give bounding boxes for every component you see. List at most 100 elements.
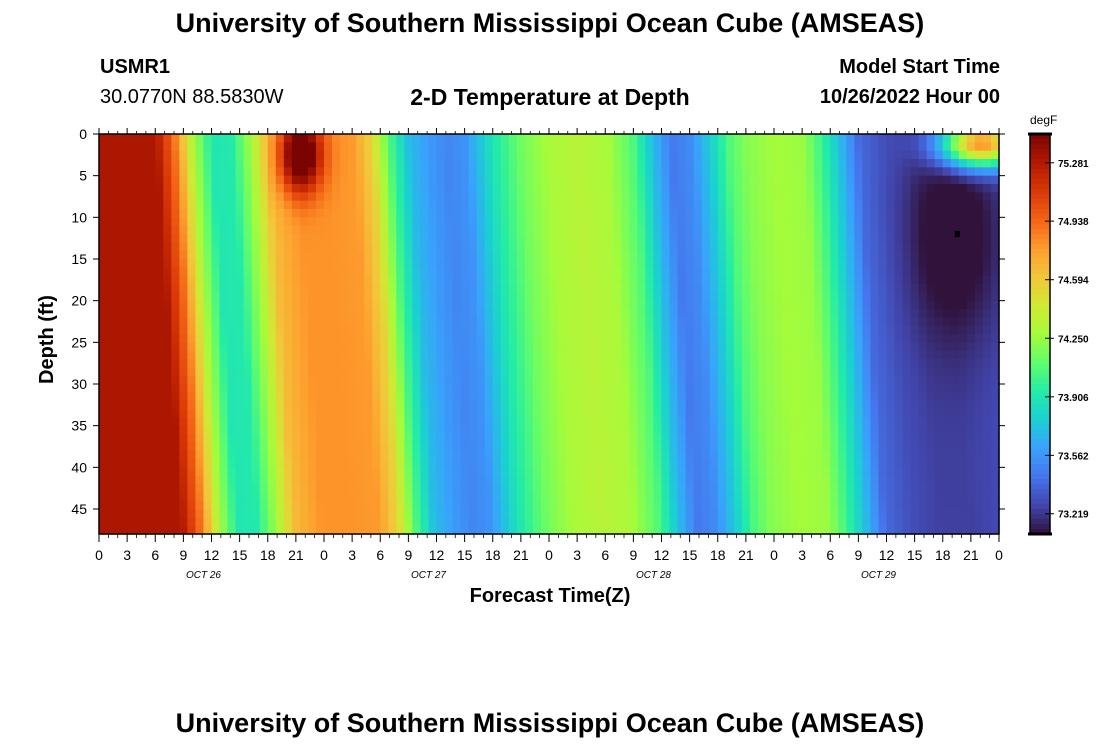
- heatmap-cell: [436, 425, 446, 435]
- heatmap-cell: [348, 142, 357, 152]
- heatmap-cell: [540, 209, 550, 218]
- heatmap-cell: [171, 467, 180, 477]
- heatmap-cell: [589, 342, 598, 352]
- heatmap-cell: [918, 142, 928, 152]
- heatmap-cell: [235, 409, 245, 418]
- heatmap-cell: [725, 184, 735, 193]
- heatmap-cell: [733, 292, 743, 302]
- heatmap-cell: [573, 517, 582, 527]
- heatmap-cell: [741, 175, 751, 185]
- heatmap-cell: [565, 442, 574, 452]
- heatmap-cell: [717, 267, 727, 277]
- heatmap-cell: [605, 492, 614, 502]
- heatmap-cell: [814, 500, 823, 510]
- heatmap-cell: [380, 300, 389, 310]
- heatmap-cell: [605, 200, 614, 210]
- heatmap-cell: [500, 167, 510, 177]
- heatmap-cell: [468, 300, 478, 310]
- heatmap-cell: [147, 392, 156, 402]
- heatmap-cell: [227, 192, 237, 202]
- heatmap-cell: [428, 292, 438, 302]
- heatmap-cell: [396, 450, 405, 460]
- heatmap-cell: [782, 250, 791, 260]
- heatmap-cell: [685, 175, 695, 185]
- heatmap-cell: [203, 350, 213, 360]
- heatmap-cell: [870, 359, 880, 368]
- heatmap-cell: [549, 275, 558, 285]
- heatmap-cell: [894, 434, 904, 443]
- heatmap-cell: [315, 309, 325, 318]
- heatmap-cell: [203, 467, 213, 477]
- heatmap-cell: [709, 459, 719, 468]
- heatmap-cell: [364, 409, 373, 418]
- heatmap-cell: [380, 475, 389, 485]
- heatmap-cell: [765, 325, 775, 335]
- heatmap-cell: [484, 167, 494, 177]
- heatmap-cell: [291, 225, 301, 235]
- heatmap-cell: [332, 409, 341, 418]
- heatmap-cell: [774, 284, 783, 293]
- heatmap-cell: [605, 159, 614, 168]
- heatmap-cell: [115, 317, 124, 327]
- heatmap-cell: [581, 375, 590, 385]
- heatmap-cell: [597, 400, 606, 410]
- heatmap-cell: [115, 267, 124, 277]
- heatmap-cell: [725, 367, 735, 377]
- heatmap-cell: [227, 509, 237, 518]
- heatmap-cell: [508, 442, 518, 452]
- heatmap-cell: [573, 500, 582, 510]
- heatmap-cell: [348, 309, 357, 318]
- heatmap-cell: [219, 467, 229, 477]
- heatmap-cell: [685, 409, 695, 418]
- heatmap-cell: [388, 442, 397, 452]
- heatmap-cell: [653, 434, 663, 443]
- heatmap-cell: [677, 525, 687, 535]
- heatmap-cell: [452, 275, 462, 285]
- heatmap-cell: [621, 367, 630, 377]
- heatmap-cell: [902, 459, 912, 468]
- heatmap-cell: [581, 159, 590, 168]
- heatmap-cell: [372, 175, 381, 185]
- heatmap-cell: [139, 334, 148, 343]
- heatmap-cell: [709, 409, 719, 418]
- heatmap-cell: [677, 425, 687, 435]
- heatmap-cell: [372, 525, 381, 535]
- heatmap-cell: [589, 475, 598, 485]
- heatmap-cell: [259, 342, 269, 352]
- heatmap-cell: [107, 184, 116, 193]
- heatmap-cell: [131, 159, 140, 168]
- heatmap-cell: [701, 500, 711, 510]
- heatmap-cell: [444, 500, 454, 510]
- heatmap-cell: [540, 175, 550, 185]
- heatmap-cell: [685, 509, 695, 518]
- heatmap-cell: [645, 325, 655, 335]
- heatmap-cell: [468, 217, 478, 227]
- heatmap-cell: [155, 184, 164, 193]
- heatmap-cell: [123, 309, 132, 318]
- heatmap-cell: [235, 175, 245, 185]
- heatmap-cell: [661, 492, 671, 502]
- heatmap-cell: [524, 275, 534, 285]
- heatmap-cell: [725, 467, 735, 477]
- heatmap-cell: [131, 167, 140, 177]
- heatmap-cell: [187, 209, 197, 218]
- heatmap-cell: [476, 225, 486, 235]
- heatmap-cell: [291, 409, 301, 418]
- heatmap-cell: [163, 284, 172, 293]
- heatmap-cell: [420, 200, 430, 210]
- heatmap-cell: [203, 417, 213, 427]
- heatmap-cell: [500, 234, 510, 243]
- heatmap-cell: [436, 484, 446, 493]
- heatmap-cell: [484, 425, 494, 435]
- heatmap-cell: [910, 342, 920, 352]
- heatmap-cell: [613, 184, 622, 193]
- heatmap-cell: [677, 359, 687, 368]
- heatmap-cell: [886, 525, 896, 535]
- heatmap-cell: [886, 375, 896, 385]
- heatmap-cell: [203, 142, 213, 152]
- heatmap-cell: [741, 309, 751, 318]
- heatmap-cell: [725, 434, 735, 443]
- heatmap-cell: [757, 459, 767, 468]
- heatmap-cell: [653, 342, 663, 352]
- heatmap-cell: [404, 442, 413, 452]
